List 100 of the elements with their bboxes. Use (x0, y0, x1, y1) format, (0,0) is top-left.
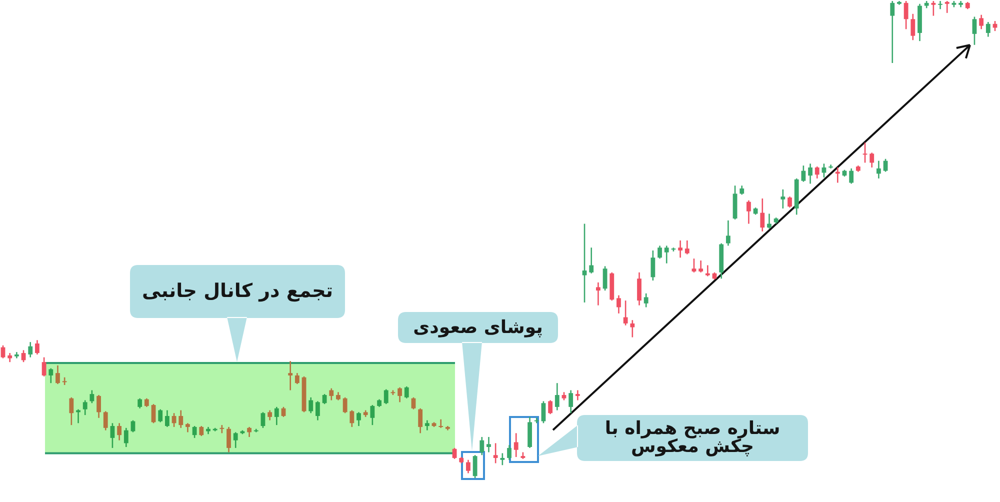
candlestick (130, 420, 136, 433)
candlestick (308, 396, 314, 414)
candlestick (658, 245, 662, 260)
candlestick (411, 396, 416, 410)
candlestick (322, 393, 327, 405)
candlestick (637, 272, 642, 306)
candlestick (589, 246, 594, 274)
candlestick (438, 418, 444, 429)
candlestick (124, 427, 128, 448)
candlestick (602, 266, 608, 292)
candlestick (35, 339, 40, 356)
candlestick (233, 432, 238, 449)
annotation: پوشای صعودی (412, 316, 544, 340)
candlestick (986, 21, 990, 38)
candlestick (698, 260, 704, 274)
candlestick (678, 240, 682, 258)
candlestick (42, 356, 46, 378)
candlestick (486, 436, 491, 453)
candlestick (780, 188, 786, 210)
candlestick (705, 264, 710, 277)
candlestick (849, 168, 854, 184)
candlestick (384, 388, 388, 405)
candlestick (760, 198, 765, 232)
candlestick (507, 444, 512, 461)
candlestick (746, 200, 751, 224)
candlestick (554, 382, 560, 411)
candlestick (904, 0, 908, 30)
candlestick (48, 368, 54, 384)
candlestick (692, 258, 696, 274)
candlestick (186, 422, 190, 433)
candlestick (274, 406, 279, 426)
candlestick (801, 164, 806, 182)
candlestick (151, 403, 156, 424)
candlestick (164, 410, 170, 428)
candlestick (398, 386, 402, 403)
candlestick (294, 372, 300, 385)
candlestick (466, 459, 470, 474)
candlestick (870, 152, 874, 168)
candlestick (117, 422, 122, 441)
candlestick (623, 300, 628, 326)
candlestick (69, 396, 74, 426)
candlestick (644, 292, 648, 308)
candlestick (814, 166, 820, 180)
candlestick (178, 410, 184, 429)
candlestick (664, 245, 669, 264)
candlestick (931, 0, 936, 16)
candlestick (472, 454, 478, 479)
candlestick (82, 400, 88, 416)
candlestick (910, 13, 916, 41)
candlestick (247, 426, 252, 438)
candlestick (268, 410, 272, 421)
candlestick (480, 436, 484, 456)
candlestick (788, 196, 792, 208)
candlestick (404, 386, 409, 399)
candlestick (56, 364, 60, 385)
candlestick (828, 164, 834, 170)
band-label: تجمع در کانال جانبی (141, 279, 334, 304)
candlestick (944, 0, 950, 14)
candlestick (575, 390, 580, 401)
candlestick (568, 390, 574, 414)
candlestick (650, 250, 656, 282)
candlestick (596, 282, 600, 306)
candlestick (90, 390, 94, 404)
candlestick (418, 408, 423, 434)
candlestick (616, 294, 621, 314)
candlestick (28, 341, 33, 358)
candlestick (541, 400, 546, 424)
candlestick (972, 16, 977, 46)
candlestick (740, 184, 744, 196)
candlestick (350, 410, 354, 428)
candlestick (630, 319, 635, 338)
candlestick (883, 158, 888, 172)
candlestick (356, 412, 361, 427)
candlestick (316, 400, 320, 421)
candlestick (226, 426, 231, 453)
candlestick (192, 425, 197, 439)
candlestick (370, 404, 375, 426)
candlestick (938, 0, 942, 10)
candlestick (0, 344, 6, 359)
candlestick (329, 388, 334, 401)
candlestick (103, 410, 108, 431)
annotation: ستاره صبح همراه با چکش معکوس (604, 417, 782, 459)
candlestick (138, 398, 142, 410)
candlestick (260, 412, 266, 429)
candlestick (110, 422, 115, 449)
candlestick (684, 240, 690, 255)
candlestick (548, 400, 553, 415)
candlestick (979, 14, 984, 30)
candlestick (726, 220, 730, 246)
candlestick (288, 360, 293, 391)
candlestick (342, 396, 348, 414)
candlestick (514, 432, 518, 458)
candlestick (876, 160, 881, 180)
candlestick (424, 420, 430, 431)
candlestick (500, 452, 505, 466)
candlestick (808, 163, 812, 184)
candlestick (582, 223, 587, 304)
candlestick (890, 0, 895, 64)
candlestick (96, 394, 101, 419)
candlestick (452, 447, 457, 460)
